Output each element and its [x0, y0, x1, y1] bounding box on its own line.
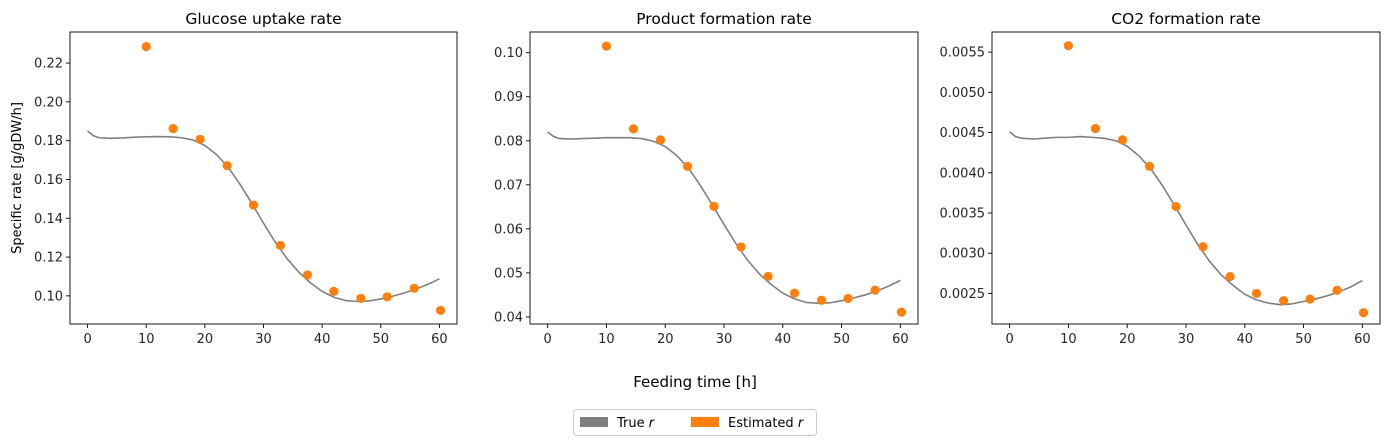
chart-title: Glucose uptake rate [185, 10, 341, 28]
x-tick-label: 10 [598, 332, 615, 347]
y-tick-label: 0.0025 [940, 287, 986, 302]
x-tick-label: 40 [775, 332, 792, 347]
estimated-r-point [1278, 296, 1289, 306]
estimated-r-point [1225, 271, 1235, 282]
chart-title: CO2 formation rate [1111, 10, 1261, 28]
y-tick-label: 0.0045 [940, 126, 986, 141]
x-tick-label: 60 [892, 332, 909, 347]
x-tick-label: 50 [833, 332, 850, 347]
x-tick-label: 20 [1119, 332, 1136, 347]
estimated-r-point [1144, 161, 1155, 171]
y-tick-label: 0.06 [494, 222, 523, 237]
chart-panel-3: CO2 formation rate 0 10 20 30 40 50 60 0.0025 0.0… [940, 10, 1381, 347]
estimated-r-point [1305, 294, 1315, 304]
y-tick-label: 0.10 [494, 46, 523, 61]
x-tick-label: 60 [431, 332, 448, 347]
legend: True r Estimated r [573, 409, 817, 436]
true-r-line [87, 130, 440, 303]
estimated-r-point [275, 240, 286, 251]
x-tick-label: 40 [314, 332, 331, 347]
legend-swatch-estimated-r [691, 417, 719, 427]
x-tick-label: 30 [716, 332, 733, 347]
estimated-r-point [409, 283, 419, 293]
y-tick-label: 0.16 [34, 173, 63, 188]
x-axis-label: Feeding time [h] [633, 373, 757, 391]
estimated-r-point [763, 271, 773, 282]
x-tick-label: 20 [657, 332, 674, 347]
y-tick-label: 0.0030 [940, 247, 986, 262]
estimated-r-point [1198, 242, 1208, 252]
y-tick-label: 0.0050 [940, 86, 986, 101]
estimated-r-point [222, 161, 232, 171]
axes-frame [69, 31, 458, 325]
estimated-r-point [1332, 285, 1342, 295]
y-tick-label: 0.20 [34, 95, 63, 110]
legend-label-estimated-r: Estimated r [728, 416, 805, 431]
y-axis-label: Specific rate [g/gDW/h] [10, 102, 25, 254]
y-tick-label: 0.12 [34, 251, 63, 266]
y-tick-label: 0.18 [34, 134, 63, 149]
y-tick-label: 0.0035 [940, 206, 986, 221]
estimated-r-point [682, 161, 693, 171]
y-tick-label: 0.14 [34, 212, 63, 227]
estimated-r-point [1090, 123, 1101, 134]
x-tick-label: 0 [1005, 332, 1013, 347]
estimated-r-point [843, 293, 853, 304]
estimated-r-point [248, 200, 259, 210]
chart-title: Product formation rate [636, 10, 812, 28]
true-r-line [547, 131, 901, 305]
estimated-r-point [168, 124, 178, 134]
estimated-r-point [655, 135, 666, 145]
estimated-r-point [356, 293, 366, 303]
x-tick-label: 0 [543, 332, 551, 347]
estimated-r-point [1063, 41, 1074, 51]
true-r-line [1009, 131, 1363, 306]
estimated-r-point [141, 41, 151, 52]
y-tick-label: 0.05 [494, 266, 523, 281]
x-tick-label: 10 [1060, 332, 1077, 347]
chart-panel-2: Product formation rate 0 10 20 30 40 50 60 0.04 0… [494, 10, 919, 347]
estimated-r-point [709, 201, 719, 212]
estimated-r-point [1251, 288, 1262, 299]
axes-frame [529, 31, 919, 325]
estimated-r-point [816, 295, 827, 305]
x-tick-label: 10 [138, 332, 155, 347]
x-tick-label: 20 [197, 332, 214, 347]
y-tick-label: 0.10 [34, 289, 63, 304]
x-tick-label: 30 [255, 332, 272, 347]
estimated-r-point [896, 307, 907, 317]
legend-label-true-r: True r [616, 416, 656, 431]
estimated-r-point [382, 292, 392, 302]
estimated-r-point [1358, 308, 1369, 318]
y-tick-label: 0.08 [494, 134, 523, 149]
x-tick-label: 0 [83, 332, 91, 347]
estimated-r-point [736, 242, 746, 252]
estimated-r-point [601, 41, 612, 51]
y-tick-label: 0.0040 [940, 166, 986, 181]
estimated-r-point [1171, 201, 1181, 212]
legend-swatch-true-r [580, 417, 608, 427]
estimated-r-point [329, 286, 339, 297]
axes-frame [991, 31, 1381, 325]
x-tick-label: 50 [1295, 332, 1312, 347]
estimated-r-point [628, 124, 639, 134]
x-tick-label: 60 [1354, 332, 1371, 347]
y-tick-label: 0.22 [34, 57, 63, 72]
estimated-r-point [789, 288, 800, 298]
x-tick-label: 30 [1178, 332, 1195, 347]
chart-panel-1: Glucose uptake rate 0 10 20 30 40 50 60 0.10 0.12… [34, 10, 458, 347]
estimated-r-point [195, 134, 205, 144]
estimated-r-point [1117, 135, 1128, 145]
y-tick-label: 0.09 [494, 90, 523, 105]
y-tick-label: 0.04 [494, 310, 523, 325]
estimated-r-point [302, 270, 313, 280]
estimated-r-point [870, 285, 880, 295]
x-tick-label: 40 [1237, 332, 1254, 347]
y-tick-label: 0.0055 [940, 46, 986, 61]
x-tick-label: 50 [372, 332, 389, 347]
y-tick-label: 0.07 [494, 178, 523, 193]
estimated-r-point [435, 305, 446, 316]
